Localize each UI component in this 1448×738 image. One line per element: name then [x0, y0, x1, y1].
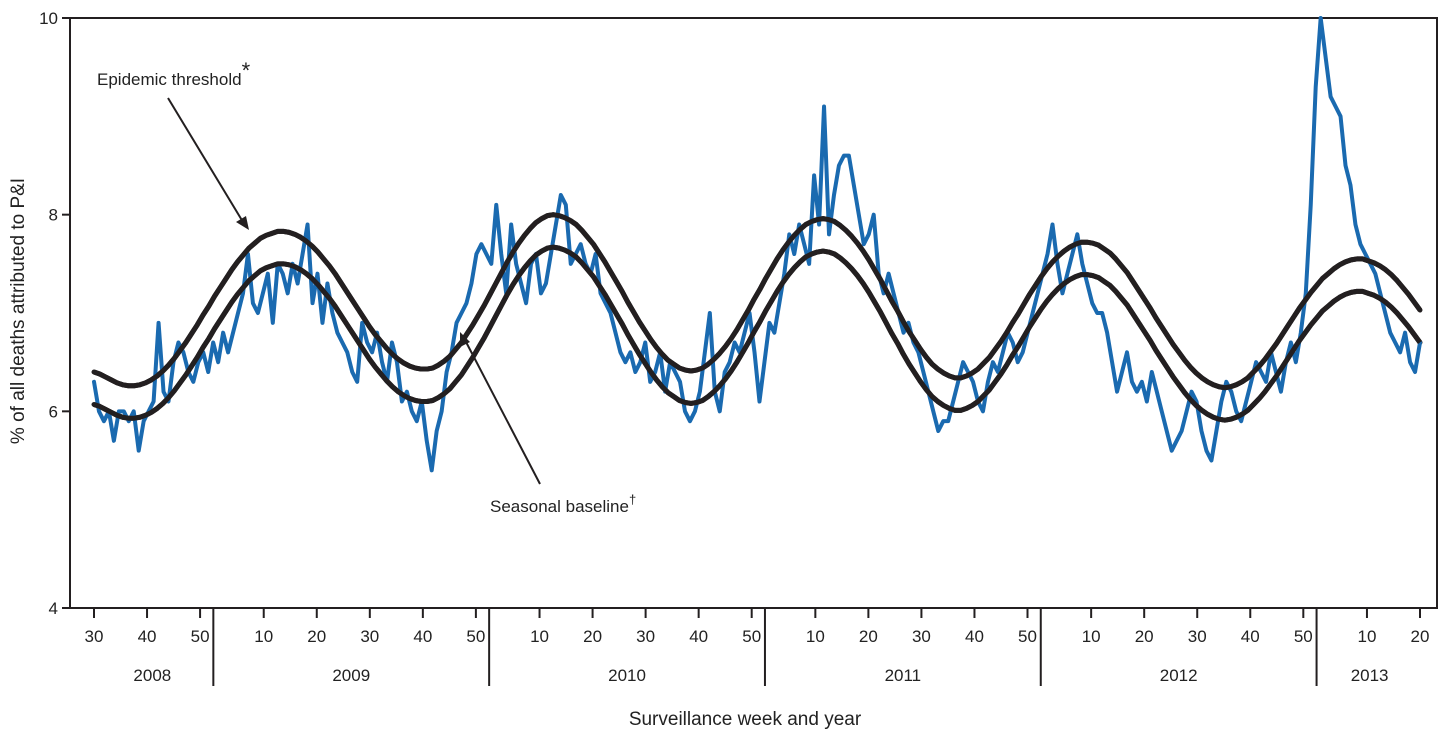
- x-tick-label: 50: [466, 627, 485, 646]
- x-tick-label: 50: [1018, 627, 1037, 646]
- x-tick-label: 40: [138, 627, 157, 646]
- year-label: 2011: [885, 666, 922, 685]
- baseline-line-overlay: [93, 244, 1423, 423]
- x-tick-label: 20: [1411, 627, 1430, 646]
- threshold-arrowhead: [236, 216, 249, 230]
- threshold-annotation: Epidemic threshold*: [97, 58, 251, 89]
- x-tick-label: 10: [1082, 627, 1101, 646]
- year-label: 2009: [332, 666, 370, 685]
- threshold-line-overlay: [93, 212, 1423, 391]
- year-label: 2012: [1160, 666, 1198, 685]
- year-label: 2010: [608, 666, 646, 685]
- x-tick-label: 20: [1135, 627, 1154, 646]
- x-tick-label: 10: [530, 627, 549, 646]
- x-tick-label: 20: [307, 627, 326, 646]
- x-tick-label: 50: [191, 627, 210, 646]
- x-tick-label: 40: [1241, 627, 1260, 646]
- threshold-annotation-text: Epidemic threshold: [97, 70, 242, 89]
- x-tick-label: 20: [583, 627, 602, 646]
- x-tick-label: 40: [413, 627, 432, 646]
- x-tick-label: 30: [912, 627, 931, 646]
- baseline-arrowhead: [460, 332, 470, 347]
- y-tick-label: 8: [49, 206, 58, 225]
- baseline-annotation-mark: †: [629, 492, 636, 507]
- baseline-annotation-text: Seasonal baseline: [490, 497, 629, 516]
- x-tick-label: 30: [360, 627, 379, 646]
- threshold-arrow-line: [167, 97, 244, 223]
- x-tick-label: 50: [742, 627, 761, 646]
- plot-frame: [69, 17, 1438, 609]
- baseline-arrow-line: [464, 339, 541, 485]
- x-tick-label: 20: [859, 627, 878, 646]
- baseline-annotation: Seasonal baseline†: [490, 492, 636, 516]
- x-tick-label: 10: [1357, 627, 1376, 646]
- annotations: Epidemic threshold* Seasonal baseline†: [97, 58, 636, 516]
- y-tick-label: 4: [49, 599, 58, 618]
- x-tick-label: 40: [965, 627, 984, 646]
- x-tick-label: 30: [636, 627, 655, 646]
- y-tick-label: 10: [39, 9, 58, 28]
- series-lines: [91, 16, 1423, 473]
- y-tick-label: 6: [49, 402, 58, 421]
- year-label: 2013: [1351, 666, 1389, 685]
- x-tick-label: 50: [1294, 627, 1313, 646]
- threshold-annotation-mark: *: [242, 58, 251, 83]
- axes: 4 6 8 10 30 40 50 2008 10 20 30 40 50 2009 10 20 30 40 50 2…: [39, 9, 1438, 686]
- x-tick-label: 30: [85, 627, 104, 646]
- year-label: 2008: [133, 666, 171, 685]
- x-tick-label: 30: [1188, 627, 1207, 646]
- x-axis-title: Surveillance week and year: [629, 709, 862, 730]
- x-tick-label: 40: [689, 627, 708, 646]
- x-tick-label: 10: [806, 627, 825, 646]
- y-axis-title: % of all deaths attributed to P&I: [8, 178, 29, 444]
- observed-line: [92, 16, 1422, 473]
- x-tick-label: 10: [254, 627, 273, 646]
